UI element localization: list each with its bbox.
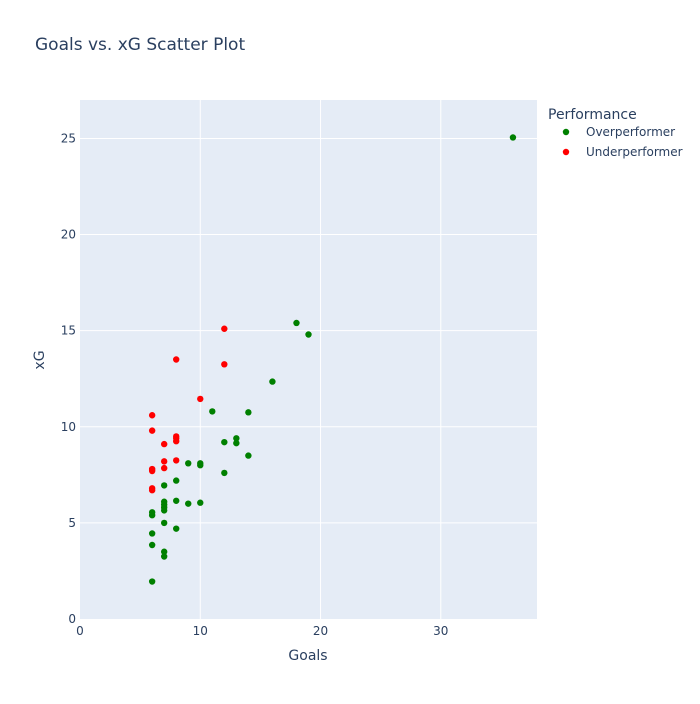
data-point	[509, 134, 517, 141]
data-point	[173, 525, 180, 532]
data-point	[148, 465, 156, 473]
x-tick-label: 20	[313, 624, 328, 638]
data-points	[148, 134, 517, 585]
data-point	[269, 378, 276, 385]
x-tick-label: 30	[433, 624, 448, 638]
data-point	[197, 460, 204, 467]
data-point	[148, 578, 156, 585]
data-point	[173, 497, 180, 504]
legend-marker	[562, 128, 570, 136]
data-point	[185, 500, 192, 507]
y-tick-label: 10	[61, 420, 76, 434]
data-point	[221, 361, 228, 368]
data-point	[305, 331, 312, 338]
y-tick-label: 5	[68, 516, 76, 530]
data-point	[233, 435, 240, 442]
data-point	[148, 427, 156, 434]
data-point	[160, 482, 168, 489]
data-point	[233, 439, 240, 447]
data-point	[148, 412, 156, 419]
data-point	[160, 440, 168, 448]
data-point	[245, 452, 252, 459]
data-point	[173, 477, 180, 484]
data-point	[160, 548, 168, 555]
data-point	[148, 485, 156, 492]
y-tick-label: 20	[61, 228, 76, 242]
data-point	[173, 356, 180, 363]
data-point	[185, 460, 192, 467]
axis-ticks: 0 5 10 15 20 25 0 10 20 30	[61, 131, 449, 638]
legend: Performance Overperformer Underperformer	[548, 107, 683, 159]
data-point	[221, 325, 228, 332]
data-point	[173, 457, 180, 464]
data-point	[221, 438, 228, 446]
series-overperformer	[148, 134, 517, 585]
data-point	[160, 519, 168, 527]
data-point	[160, 498, 168, 505]
legend-entry: Underperformer	[586, 145, 683, 159]
data-point	[197, 499, 204, 506]
data-point	[197, 395, 204, 403]
data-point	[293, 319, 300, 327]
data-point	[173, 433, 180, 440]
grid-lines	[80, 100, 537, 619]
chart-title: Goals vs. xG Scatter Plot	[35, 35, 245, 55]
legend-title: Performance	[548, 107, 637, 123]
data-point	[160, 553, 168, 560]
data-point	[221, 469, 228, 477]
y-tick-label: 0	[68, 612, 76, 626]
y-axis-label: xG	[32, 350, 48, 369]
data-point	[148, 530, 156, 537]
y-tick-label: 25	[61, 131, 76, 145]
x-tick-label: 0	[76, 624, 84, 638]
x-tick-label: 10	[193, 624, 208, 638]
data-point	[148, 541, 156, 549]
x-axis-label: Goals	[288, 648, 327, 664]
data-point	[148, 509, 156, 516]
legend-marker	[562, 148, 570, 156]
data-point	[160, 458, 168, 465]
data-point	[160, 464, 168, 472]
plot-area	[80, 100, 537, 619]
series-underperformer	[148, 325, 228, 494]
y-tick-label: 15	[61, 324, 76, 338]
legend-entry: Overperformer	[586, 125, 675, 139]
data-point	[245, 409, 252, 416]
data-point	[209, 408, 216, 415]
